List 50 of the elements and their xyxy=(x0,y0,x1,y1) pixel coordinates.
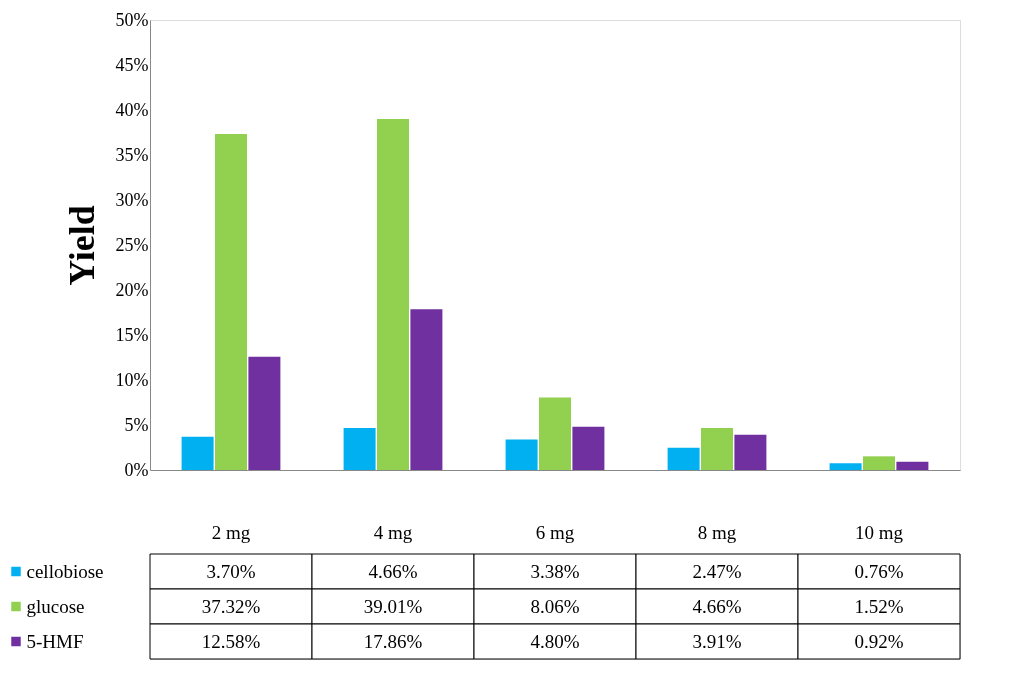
bar xyxy=(539,397,571,470)
bar xyxy=(863,456,895,470)
x-tick-label: 8 mg xyxy=(697,521,737,543)
y-tick-label: 20% xyxy=(115,279,149,300)
bar xyxy=(343,428,376,470)
y-tick-label: 5% xyxy=(124,414,149,435)
data-label: 3.91% xyxy=(692,630,742,652)
data-label: 1.52% xyxy=(854,595,904,617)
data-label: 3.38% xyxy=(530,560,580,582)
y-tick-label: 35% xyxy=(115,144,149,165)
bar xyxy=(181,436,214,470)
legend-label: 5-HMF xyxy=(26,630,84,652)
bar xyxy=(410,309,443,470)
bar xyxy=(572,426,605,470)
data-label: 17.86% xyxy=(363,630,423,652)
data-label: 37.32% xyxy=(201,595,261,617)
data-label: 0.92% xyxy=(854,630,904,652)
y-tick-label: 45% xyxy=(115,54,149,75)
data-label: 4.66% xyxy=(692,595,742,617)
bar xyxy=(896,461,929,470)
data-label: 8.06% xyxy=(530,595,580,617)
data-label: 4.66% xyxy=(368,560,418,582)
y-tick-label: 25% xyxy=(115,234,149,255)
data-label: 0.76% xyxy=(854,560,904,582)
bar xyxy=(215,134,247,470)
legend-label: glucose xyxy=(26,595,85,617)
y-axis-title: Yield xyxy=(61,205,102,286)
bar xyxy=(377,118,409,470)
bar xyxy=(734,434,767,470)
legend-label: cellobiose xyxy=(26,560,104,582)
data-label: 39.01% xyxy=(363,595,423,617)
data-label: 3.70% xyxy=(206,560,256,582)
y-tick-label: 0% xyxy=(124,459,149,480)
x-tick-label: 10 mg xyxy=(854,521,904,543)
data-label: 12.58% xyxy=(201,630,261,652)
y-tick-label: 10% xyxy=(115,369,149,390)
bar xyxy=(701,428,733,470)
y-tick-label: 15% xyxy=(115,324,149,345)
bar xyxy=(829,463,862,470)
y-tick-label: 40% xyxy=(115,99,149,120)
x-tick-label: 6 mg xyxy=(535,521,575,543)
data-label: 4.80% xyxy=(530,630,580,652)
bar xyxy=(248,356,281,470)
y-tick-label: 30% xyxy=(115,189,149,210)
bar xyxy=(505,439,538,470)
data-label: 2.47% xyxy=(692,560,742,582)
bar xyxy=(667,447,700,470)
x-tick-label: 2 mg xyxy=(211,521,251,543)
y-tick-label: 50% xyxy=(115,9,149,30)
x-tick-label: 4 mg xyxy=(373,521,413,543)
